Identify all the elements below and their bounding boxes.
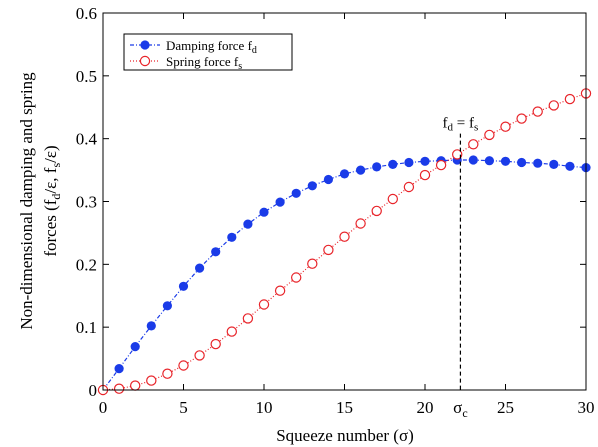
data-point	[372, 162, 382, 172]
annotation: fd = fs σc	[443, 116, 479, 420]
data-point	[356, 165, 366, 175]
data-point	[129, 380, 141, 391]
data-point	[565, 161, 575, 171]
legend-marker-spring	[139, 55, 151, 67]
y-tick-label: 0.6	[76, 4, 97, 23]
data-point	[227, 232, 237, 242]
data-point	[549, 159, 559, 169]
y-tick-label: 0.2	[76, 255, 97, 274]
data-point	[195, 263, 205, 273]
data-point	[323, 174, 333, 185]
x-tick-label: 20	[417, 398, 434, 417]
data-point	[274, 285, 286, 296]
x-tick-label: 25	[497, 398, 514, 417]
y-axis-title: Non-dimensional damping and spring force…	[17, 72, 63, 330]
x-tick-label: 10	[256, 398, 273, 417]
crossing-label: fd = fs	[443, 116, 479, 134]
x-axis-title: Squeeze number (σ)	[276, 426, 414, 445]
data-point	[258, 299, 270, 310]
ticks-layer: 0 5 10 15 20 25 30 0 0.1 0.2 0.3 0.4 0.5 0.6	[76, 4, 595, 417]
data-point	[564, 93, 576, 105]
y-tick-label: 0.1	[76, 318, 97, 337]
series-layer	[97, 88, 592, 396]
data-point	[146, 321, 156, 331]
legend-label-spring: Spring force fs	[166, 54, 242, 72]
data-point	[468, 155, 478, 165]
data-point	[307, 258, 318, 269]
data-point	[387, 193, 398, 205]
legend: Damping force fd Spring force fs	[123, 33, 293, 72]
data-point	[242, 313, 254, 324]
data-point	[403, 181, 415, 193]
data-point	[452, 149, 463, 160]
data-point	[468, 139, 479, 150]
x-tick-label: 0	[99, 398, 108, 417]
data-point	[114, 364, 124, 374]
data-point	[178, 281, 189, 291]
x-tick-label: 30	[578, 398, 595, 417]
data-point	[243, 219, 253, 229]
data-point	[323, 244, 334, 256]
data-point	[517, 157, 527, 168]
data-point	[162, 368, 173, 379]
data-point	[307, 181, 317, 191]
data-point	[113, 383, 125, 394]
data-point	[404, 157, 414, 168]
data-point	[500, 156, 511, 166]
sigma-c-label: σc	[453, 398, 468, 420]
data-point	[130, 342, 140, 352]
legend-label-damping: Damping force fd	[166, 38, 257, 56]
data-point	[226, 326, 237, 337]
y-tick-label: 0.5	[76, 67, 97, 86]
data-point	[210, 338, 221, 350]
data-point	[291, 272, 302, 283]
y-axis-title-line1: Non-dimensional damping and spring	[17, 72, 36, 330]
data-point	[532, 106, 543, 117]
x-tick-label: 15	[336, 398, 353, 417]
data-point	[339, 169, 350, 179]
data-point	[162, 301, 172, 311]
data-point	[420, 156, 430, 166]
data-point	[275, 197, 285, 207]
data-point	[548, 100, 560, 111]
data-point	[291, 188, 301, 198]
y-tick-label: 0.3	[76, 193, 97, 212]
data-point	[339, 231, 350, 242]
data-point	[355, 218, 366, 229]
legend-box	[123, 33, 293, 71]
legend-marker-damping	[140, 40, 150, 50]
data-point	[371, 205, 382, 217]
data-point	[484, 156, 494, 166]
y-axis-title-line2: forces (fd/ε, fs/ε)	[41, 145, 63, 256]
data-point	[178, 360, 189, 371]
data-point	[516, 113, 527, 124]
x-tick-label: 5	[179, 398, 188, 417]
data-point	[194, 350, 205, 361]
data-point	[259, 207, 269, 217]
data-point	[211, 247, 221, 257]
y-tick-label: 0	[89, 381, 98, 400]
data-point	[388, 159, 398, 169]
data-point	[533, 158, 543, 168]
y-tick-label: 0.4	[76, 130, 98, 149]
data-point	[146, 375, 157, 386]
data-point	[500, 121, 511, 132]
data-point	[435, 159, 447, 171]
data-point	[484, 129, 495, 141]
series-line-0	[102, 159, 587, 391]
data-point	[419, 169, 431, 181]
